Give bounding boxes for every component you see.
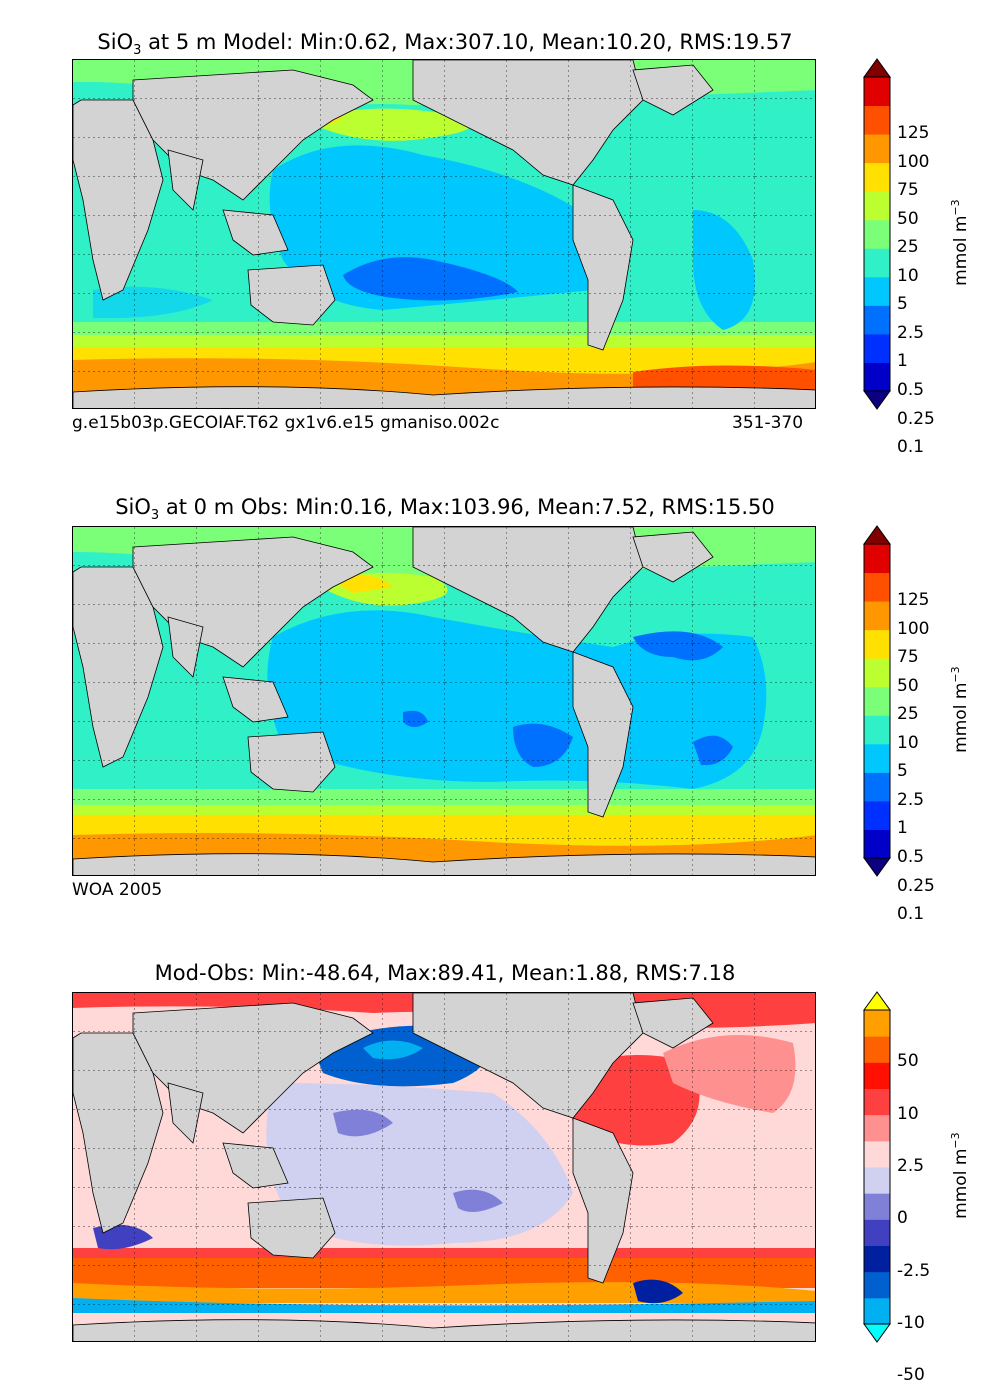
difference-map — [72, 992, 816, 1342]
colorbar-tick-label: 10 — [897, 732, 919, 753]
colorbar-extend-min — [863, 1323, 891, 1343]
colorbar-extend-min — [863, 390, 891, 410]
colorbar-segment — [864, 629, 890, 659]
obs-colorbar — [863, 525, 891, 877]
colorbar-tick-label: -10 — [897, 1313, 925, 1333]
colorbar-segment — [864, 1193, 890, 1220]
colorbar-segment — [864, 162, 890, 192]
colorbar-segment — [864, 77, 890, 107]
colorbar-segment — [864, 601, 890, 631]
difference-colorbar — [863, 991, 891, 1343]
difference-colorbar-unit: mmol m−3 — [949, 1132, 971, 1219]
colorbar-segment — [864, 1271, 890, 1299]
colorbar-tick-label: 10 — [897, 1103, 919, 1124]
colorbar-segment — [864, 1297, 890, 1325]
obs-map — [72, 526, 816, 876]
colorbar-segment — [864, 772, 890, 802]
colorbar-tick-label: 1 — [897, 351, 908, 372]
colorbar-segment — [864, 1036, 890, 1063]
model-map — [72, 59, 816, 409]
colorbar-segment — [864, 305, 890, 335]
colorbar-tick-label: 2.5 — [897, 789, 925, 810]
colorbar-border — [863, 76, 891, 392]
model-years: 351-370 — [732, 413, 804, 433]
colorbar-segment — [864, 715, 890, 745]
colorbar-segment — [864, 134, 890, 164]
colorbar-tick-label: 125 — [897, 123, 930, 144]
colorbar-tick-label: 0.25 — [897, 875, 935, 896]
colorbar-segment — [864, 743, 890, 773]
colorbar-tick-label: 10 — [897, 265, 919, 286]
colorbar-tick-label: 100 — [897, 618, 930, 639]
colorbar-segment — [864, 544, 890, 574]
colorbar-tick-label: -50 — [897, 1365, 925, 1385]
colorbar-tick-label: 2.5 — [897, 1156, 925, 1176]
colorbar-tick-label: 25 — [897, 237, 919, 258]
colorbar-tick-label: 125 — [897, 590, 930, 611]
model-caption: g.e15b03p.GECOIAF.T62 gx1v6.e15 gmaniso.… — [72, 413, 500, 433]
colorbar-tick-label: 50 — [897, 675, 919, 696]
colorbar-segment — [864, 658, 890, 688]
colorbar-tick-label: 50 — [897, 208, 919, 229]
colorbar-tick-label: 75 — [897, 647, 919, 668]
colorbar-segment — [864, 362, 890, 392]
colorbar-tick-label: 0.1 — [897, 904, 925, 925]
colorbar-tick-label: 5 — [897, 294, 908, 315]
panel-3-title: Mod-Obs: Min:-48.64, Max:89.41, Mean:1.8… — [154, 961, 736, 985]
colorbar-tick-label: 50 — [897, 1051, 919, 1072]
colorbar-segment — [864, 105, 890, 135]
colorbar-segment — [864, 1010, 890, 1037]
colorbar-extend-max — [863, 58, 891, 78]
colorbar-border — [863, 543, 891, 859]
colorbar-segment — [864, 1114, 890, 1142]
colorbar-segment — [864, 829, 890, 859]
colorbar-extend-max — [863, 991, 891, 1011]
colorbar-tick-label: 100 — [897, 151, 930, 172]
colorbar-extend-min — [863, 857, 891, 877]
model-colorbar-unit: mmol m−3 — [949, 199, 971, 286]
obs-caption: WOA 2005 — [72, 880, 163, 900]
colorbar-tick-label: 1 — [897, 818, 908, 839]
colorbar-tick-label: 0.5 — [897, 847, 925, 867]
colorbar-tick-label: 75 — [897, 180, 919, 201]
colorbar-border — [863, 1009, 891, 1325]
colorbar-segment — [864, 1167, 890, 1194]
colorbar-segment — [864, 1245, 890, 1273]
colorbar-segment — [864, 1088, 890, 1116]
panel-1-title: SiO3 at 5 m Model: Min:0.62, Max:307.10,… — [97, 30, 793, 59]
colorbar-segment — [864, 686, 890, 716]
colorbar-tick-label: 5 — [897, 761, 908, 782]
colorbar-segment — [864, 572, 890, 602]
colorbar-segment — [864, 248, 890, 278]
colorbar-segment — [864, 1140, 890, 1168]
colorbar-segment — [864, 276, 890, 306]
colorbar-segment — [864, 333, 890, 363]
colorbar-segment — [864, 191, 890, 221]
colorbar-tick-label: 2.5 — [897, 322, 925, 343]
colorbar-segment — [864, 1062, 890, 1089]
panel-2-title: SiO3 at 0 m Obs: Min:0.16, Max:103.96, M… — [115, 495, 775, 524]
colorbar-tick-label: 25 — [897, 704, 919, 725]
colorbar-tick-label: 0 — [897, 1208, 908, 1229]
colorbar-tick-label: 0.25 — [897, 408, 935, 429]
colorbar-extend-max — [863, 525, 891, 545]
obs-colorbar-unit: mmol m−3 — [949, 666, 971, 753]
colorbar-tick-label: -2.5 — [897, 1260, 931, 1281]
colorbar-tick-label: 0.1 — [897, 437, 925, 458]
colorbar-segment — [864, 1219, 890, 1246]
colorbar-tick-label: 0.5 — [897, 380, 925, 400]
model-colorbar — [863, 58, 891, 410]
colorbar-segment — [864, 219, 890, 249]
colorbar-segment — [864, 800, 890, 830]
